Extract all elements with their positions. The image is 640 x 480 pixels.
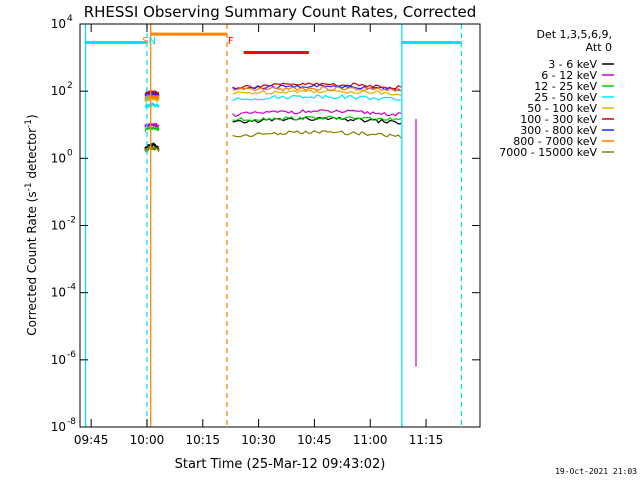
y-tick-exp-5: -6 [67, 350, 76, 360]
series-line-7-seg-1 [232, 86, 402, 93]
series-line-2-seg-0 [144, 125, 160, 133]
x-tick-label-4: 10:45 [297, 433, 332, 447]
legend-header-detectors: Det 1,3,5,6,9, [536, 28, 612, 41]
series-line-1-seg-1 [232, 109, 402, 118]
x-tick-label-2: 10:15 [185, 433, 220, 447]
y-tick-exp-3: -2 [67, 216, 76, 226]
y-tick-label-3: 10 [51, 219, 66, 233]
y-tick-label-4: 10 [51, 286, 66, 300]
y-label-sup1: -1 [24, 182, 34, 191]
y-tick-exp-6: -8 [67, 417, 76, 427]
y-tick-exp-4: -4 [67, 283, 76, 293]
legend-label-5: 100 - 300 keV [520, 113, 597, 126]
annotation-f: F [228, 36, 234, 47]
y-tick-label-5: 10 [51, 353, 66, 367]
x-tick-label-0: 09:45 [74, 433, 109, 447]
annotation-s: S [142, 36, 148, 47]
series-line-2-seg-1 [232, 115, 402, 122]
y-axis-label: Corrected Count Rate (s-1 detector-1) [24, 114, 39, 335]
legend-header-attenuator: Att 0 [586, 41, 612, 54]
y-tick-label-2: 10 [51, 151, 66, 165]
y-tick-label-1: 10 [51, 84, 66, 98]
legend-label-3: 25 - 50 keV [534, 91, 597, 104]
legend-label-7: 800 - 7000 keV [513, 135, 597, 148]
legend-label-8: 7000 - 15000 keV [499, 146, 597, 159]
legend-label-2: 12 - 25 keV [534, 80, 597, 93]
y-tick-exp-0: 4 [67, 14, 73, 24]
x-tick-label-3: 10:30 [241, 433, 276, 447]
generation-date: 19-Oct-2021 21:03 [555, 467, 637, 476]
x-tick-label-1: 10:00 [130, 433, 165, 447]
x-tick-label-5: 11:00 [353, 433, 388, 447]
legend-label-1: 6 - 12 keV [541, 69, 597, 82]
x-tick-label-6: 11:15 [409, 433, 444, 447]
y-label-main: Corrected Count Rate (s [25, 191, 39, 335]
y-tick-exp-1: 2 [67, 81, 73, 91]
y-tick-label-0: 10 [51, 17, 66, 31]
series-line-3-seg-1 [232, 94, 402, 102]
y-tick-exp-2: 0 [67, 148, 73, 158]
annotation-n: N [149, 36, 156, 47]
legend-label-0: 3 - 6 keV [548, 58, 597, 71]
series-line-4-seg-1 [232, 89, 402, 96]
series-line-8-seg-1 [232, 130, 402, 139]
x-axis-label: Start Time (25-Mar-12 09:43:02) [175, 457, 386, 472]
legend-label-4: 50 - 100 keV [527, 102, 597, 115]
y-label-mid: detector [25, 128, 39, 183]
series-line-8-seg-0 [144, 145, 160, 153]
chart-title: RHESSI Observing Summary Count Rates, Co… [84, 3, 477, 21]
y-label-end: ) [25, 114, 39, 119]
y-tick-label-6: 10 [51, 420, 66, 434]
y-label-sup2: -1 [24, 119, 34, 128]
legend-label-6: 300 - 800 keV [520, 124, 597, 137]
